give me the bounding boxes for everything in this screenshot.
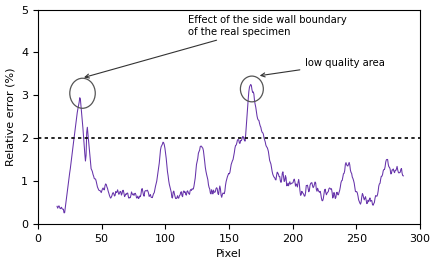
Y-axis label: Relative error (%): Relative error (%): [6, 68, 16, 166]
X-axis label: Pixel: Pixel: [216, 249, 242, 259]
Text: low quality area: low quality area: [261, 58, 385, 77]
Text: Effect of the side wall boundary
of the real specimen: Effect of the side wall boundary of the …: [85, 15, 347, 78]
